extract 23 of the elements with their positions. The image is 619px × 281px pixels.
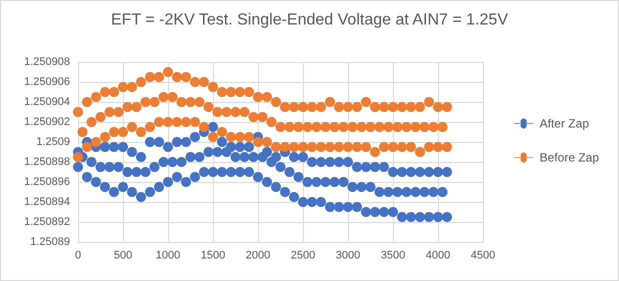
y-tick-label: 1.250908	[24, 56, 70, 68]
y-tick-label: 1.250896	[24, 176, 70, 188]
y-tick-label: 1.250904	[24, 96, 70, 108]
x-tick-label: 2000	[246, 250, 270, 262]
x-tick-label: 0	[74, 250, 82, 262]
x-tick-label: 1000	[156, 250, 180, 262]
y-tick-label: 1.2509	[36, 136, 70, 148]
y-tick-label: 1.250892	[24, 216, 70, 228]
x-tick-label: 1500	[200, 250, 226, 262]
y-tick-label: 1.250894	[24, 196, 70, 208]
x-tick-label: 4500	[470, 250, 496, 262]
y-tick-label: 1.250906	[24, 76, 70, 88]
x-tick-label: 3000	[336, 250, 360, 262]
y-tick-label: 1.250898	[24, 156, 70, 168]
legend-label: After Zap	[540, 116, 590, 130]
x-tick-label: 2500	[290, 250, 316, 262]
x-tick-label: 3500	[380, 250, 406, 262]
y-tick-label: 1.250902	[24, 116, 70, 128]
y-tick-label: 1.25089	[30, 236, 70, 248]
x-tick-label: 4000	[426, 250, 450, 262]
legend-label: Before Zap	[540, 150, 600, 164]
chart-title: EFT = -2KV Test. Single-Ended Voltage at AIN7 = 1.25V	[111, 12, 508, 28]
x-tick-label: 500	[114, 250, 132, 262]
